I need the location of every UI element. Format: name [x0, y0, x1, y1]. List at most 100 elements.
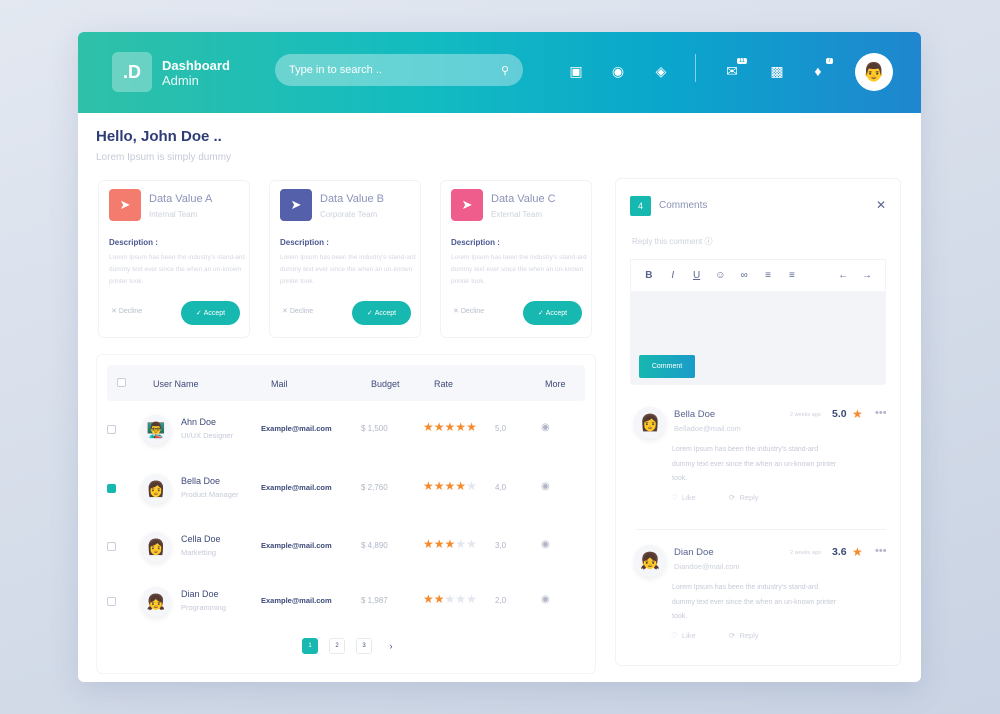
user-name: Bella Doe [181, 476, 221, 486]
repeat-icon: ⟳ [729, 631, 736, 640]
emoji-icon[interactable]: ☺ [715, 270, 726, 281]
avatar: 👩 [141, 474, 171, 504]
search-icon[interactable]: ⚲ [500, 64, 509, 77]
mail-icon[interactable]: ✉ 11 [726, 58, 747, 79]
redo-icon[interactable]: → [862, 270, 873, 281]
comments-count: 4 [630, 196, 651, 216]
row-checkbox[interactable] [107, 425, 116, 434]
page-title: Hello, John Doe .. [96, 128, 222, 145]
reply-label: Reply [739, 631, 759, 640]
avatar: 👧 [141, 587, 171, 617]
select-all-checkbox[interactable] [117, 378, 126, 387]
comment-text: Lorem Ipsum has been the industry's stan… [672, 584, 837, 620]
rocket-icon: ➤ [280, 189, 312, 221]
table-row[interactable]: 👨‍🏫 Ahn Doe UI/UX Designer Example@mail.… [97, 413, 597, 463]
page-button[interactable]: 3 [356, 638, 372, 654]
description-text: Lorem Ipsum has been the industry's stan… [451, 254, 587, 285]
user-role: Programming [181, 603, 227, 612]
link-icon[interactable]: ∞ [740, 270, 748, 281]
card-title: Data Value B [320, 193, 385, 205]
column-header[interactable]: Budget [371, 379, 400, 389]
decline-button[interactable]: ✕ Decline [111, 307, 142, 315]
column-header[interactable]: More [545, 379, 566, 389]
table-row[interactable]: 👩 Cella Doe Marketting Example@mail.com … [97, 530, 597, 580]
user-mail[interactable]: Example@mail.com [261, 483, 332, 492]
description-text: Lorem Ipsum has been the industry's stan… [109, 254, 245, 285]
avatar: 👩 [634, 407, 666, 439]
list-icon[interactable]: ≡ [765, 270, 771, 281]
reply-button[interactable]: ⟳ Reply [729, 493, 759, 502]
rating-value: 3,0 [495, 541, 507, 550]
decline-label: Decline [460, 308, 485, 315]
eye-icon[interactable]: ◉ [541, 481, 550, 492]
user-name: Cella Doe [181, 534, 221, 544]
decline-button[interactable]: ✕ Decline [282, 307, 313, 315]
italic-icon[interactable]: I [671, 270, 675, 281]
eye-icon[interactable]: ◉ [541, 422, 550, 433]
table-row[interactable]: 👩 Bella Doe Product Manager Example@mail… [97, 472, 597, 522]
user-mail[interactable]: Example@mail.com [261, 424, 332, 433]
bold-icon[interactable]: B [645, 270, 653, 281]
users-table: User Name Mail Budget Rate More 👨‍🏫 Ahn … [96, 354, 596, 674]
row-checkbox[interactable] [107, 597, 116, 606]
user-budget: $ 4,890 [361, 541, 388, 550]
window-icon[interactable]: ▣ [569, 63, 583, 79]
table-row[interactable]: 👧 Dian Doe Programming Example@mail.com … [97, 585, 597, 635]
row-checkbox[interactable] [107, 484, 116, 493]
comment-editor[interactable]: B I U ☺ ∞ ≡ ≡ ← → Comment [630, 259, 886, 385]
header: .D Dashboard Admin Type in to search .. ⚲ … [78, 32, 921, 113]
star-icon: ★ [423, 592, 434, 606]
search-input[interactable]: Type in to search .. ⚲ [275, 54, 523, 86]
info-icon: ⓘ [704, 237, 713, 246]
align-icon[interactable]: ≡ [788, 270, 795, 281]
user-mail[interactable]: Example@mail.com [261, 596, 332, 605]
column-header[interactable]: Rate [434, 379, 454, 389]
heart-icon: ♡ [671, 631, 678, 640]
contacts-icon[interactable]: ▩ [770, 63, 784, 79]
avatar: 👩 [141, 532, 171, 562]
commenter-email: Belladoe@mail.com [674, 424, 741, 433]
star-icon: ★ [433, 420, 445, 434]
underline-icon[interactable]: U [692, 270, 701, 281]
like-label: Like [681, 493, 696, 502]
accept-label: Accept [545, 309, 568, 317]
more-icon[interactable]: ••• [875, 407, 887, 419]
accept-label: Accept [374, 309, 397, 317]
like-button[interactable]: ♡ Like [671, 631, 696, 640]
undo-icon[interactable]: ← [838, 270, 849, 281]
column-header[interactable]: User Name [153, 379, 199, 389]
brand: Dashboard Admin [162, 58, 230, 88]
user-mail[interactable]: Example@mail.com [261, 541, 332, 550]
accept-label: Accept [203, 309, 226, 317]
page-button[interactable]: 1 [302, 638, 318, 654]
heart-icon: ♡ [671, 493, 678, 502]
x-icon: ✕ [282, 308, 288, 315]
coins-icon[interactable]: ◉ [611, 63, 625, 79]
comment-button[interactable]: Comment [639, 355, 695, 378]
card-team: Internal Team [149, 210, 198, 219]
row-checkbox[interactable] [107, 542, 116, 551]
decline-button[interactable]: ✕ Decline [453, 307, 484, 315]
like-button[interactable]: ♡ Like [671, 493, 696, 502]
close-icon[interactable]: ✕ [876, 198, 887, 212]
accept-button[interactable]: ✓ Accept [523, 301, 582, 325]
avatar: 👧 [634, 545, 666, 577]
next-page-icon[interactable]: › [383, 638, 399, 654]
comment-item: 👩 Bella Doe Belladoe@mail.com 2 weeks ag… [616, 407, 902, 545]
bell-icon[interactable]: ♦ 7 [814, 58, 833, 79]
layers-icon[interactable]: ◈ [655, 63, 667, 79]
star-icon: ★ [455, 479, 467, 493]
page-button[interactable]: 2 [329, 638, 345, 654]
description-label: Description : [280, 238, 329, 247]
user-avatar[interactable]: 👨 [855, 53, 893, 91]
more-icon[interactable]: ••• [875, 545, 887, 557]
comment-item: 👧 Dian Doe Diandoe@mail.com 2 weeks ago … [616, 545, 902, 682]
accept-button[interactable]: ✓ Accept [181, 301, 240, 325]
data-card: ➤ Data Value B Corporate Team Descriptio… [269, 180, 421, 338]
accept-button[interactable]: ✓ Accept [352, 301, 411, 325]
eye-icon[interactable]: ◉ [541, 539, 550, 550]
reply-button[interactable]: ⟳ Reply [729, 631, 759, 640]
eye-icon[interactable]: ◉ [541, 594, 550, 605]
reply-placeholder: Reply this comment ⓘ [632, 236, 712, 247]
column-header[interactable]: Mail [271, 379, 288, 389]
